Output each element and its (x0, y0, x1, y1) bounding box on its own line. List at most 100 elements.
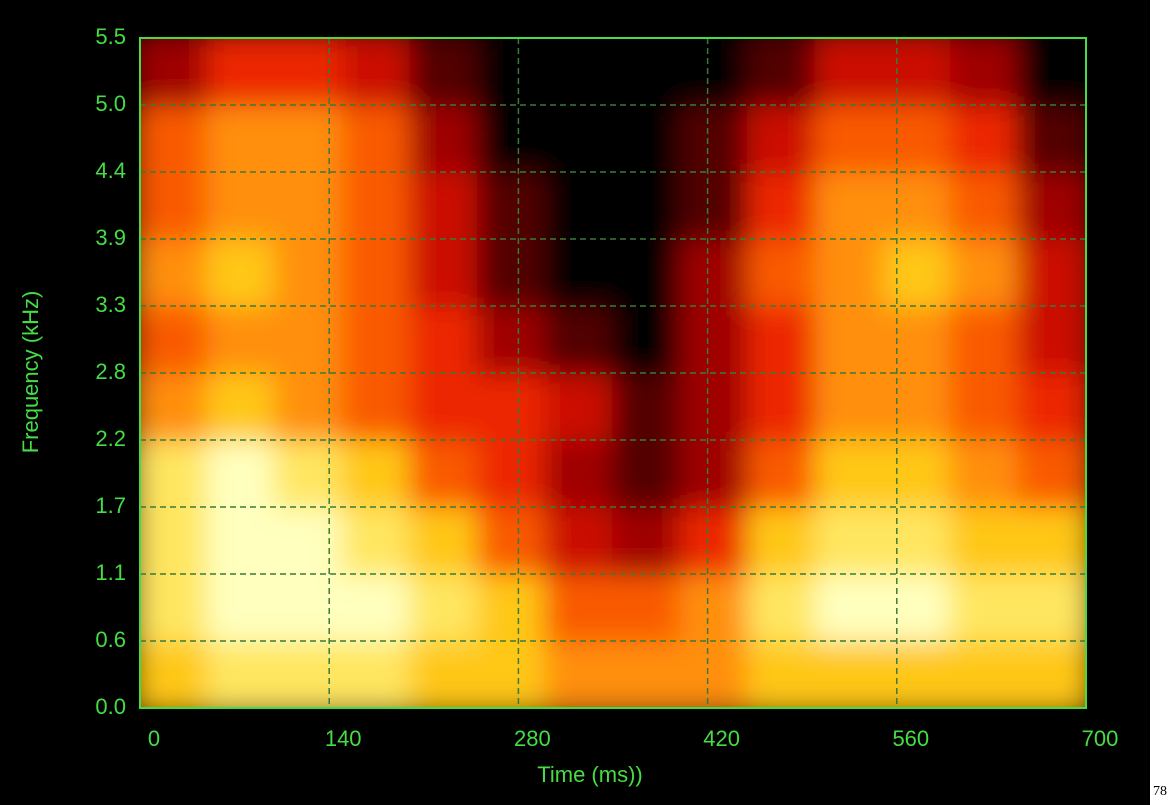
heatmap-cell (949, 305, 1020, 374)
heatmap-cell (274, 439, 344, 508)
heatmap-cell (341, 640, 412, 708)
heatmap-cell (882, 573, 952, 642)
heatmap-cell (747, 439, 817, 508)
heatmap-cell (679, 171, 750, 240)
heatmap-cell (1017, 640, 1086, 708)
heatmap-cell (1017, 104, 1086, 173)
heatmap-cell (747, 573, 817, 642)
heatmap-cell (882, 506, 952, 575)
heatmap-cell (206, 573, 277, 642)
heatmap-cell (1017, 305, 1086, 374)
heatmap-cell (140, 171, 209, 240)
heatmap-cell (679, 573, 750, 642)
heatmap-cell (1017, 171, 1086, 240)
heatmap-cell (140, 640, 209, 708)
x-axis-label: Time (ms)) (537, 762, 643, 787)
heatmap-cell (206, 104, 277, 173)
heatmap-cell (882, 305, 952, 374)
heatmap-cell (206, 506, 277, 575)
heatmap-cell (612, 640, 682, 708)
x-tick-label: 0 (148, 726, 160, 751)
heatmap-cell (882, 104, 952, 173)
heatmap-cell (612, 305, 682, 374)
heatmap-cell (882, 372, 952, 441)
heatmap-cell (274, 238, 344, 307)
heatmap-cell (679, 104, 750, 173)
heatmap-cell (409, 372, 479, 441)
x-tick-label: 700 (1082, 726, 1119, 751)
heatmap-cell (949, 439, 1020, 508)
heatmap-cell (747, 238, 817, 307)
heatmap-cell (476, 640, 547, 708)
heatmap-cell (544, 171, 614, 240)
heatmap-cell (476, 104, 547, 173)
heatmap-cell (274, 171, 344, 240)
heatmap-cell (409, 506, 479, 575)
y-axis-label: Frequency (kHz) (18, 291, 43, 454)
y-tick-label: 0.0 (95, 694, 126, 719)
heatmap-cell (544, 238, 614, 307)
x-tick-label: 140 (325, 726, 362, 751)
heatmap-cell (274, 372, 344, 441)
heatmap-cell (274, 573, 344, 642)
heatmap-cell (341, 573, 412, 642)
heatmap-cell (814, 238, 885, 307)
heatmap-cell (679, 506, 750, 575)
heatmap-cell (544, 372, 614, 441)
heatmap-cell (476, 38, 547, 106)
heatmap-cell (274, 640, 344, 708)
y-tick-label: 5.0 (95, 91, 126, 116)
heatmap-cell (814, 506, 885, 575)
heatmap-cell (409, 38, 479, 106)
heatmap-cell (882, 171, 952, 240)
heatmap-cell (544, 506, 614, 575)
heatmap-cell (814, 439, 885, 508)
heatmap-cell (949, 506, 1020, 575)
heatmap-cell (140, 372, 209, 441)
heatmap-cell (341, 38, 412, 106)
heatmap-cell (206, 439, 277, 508)
heatmap-cell (544, 104, 614, 173)
heatmap-cell (814, 573, 885, 642)
heatmap-cell (206, 171, 277, 240)
heatmap-cell (140, 104, 209, 173)
heatmap-cell (1017, 506, 1086, 575)
x-tick-label: 420 (703, 726, 740, 751)
heatmap-cell (409, 238, 479, 307)
heatmap-cell (612, 238, 682, 307)
heatmap-cell (274, 506, 344, 575)
heatmap-cell (274, 38, 344, 106)
heatmap-cell (476, 238, 547, 307)
heatmap-cell (206, 640, 277, 708)
heatmap-cell (814, 171, 885, 240)
heatmap-cell (1017, 238, 1086, 307)
heatmap-cell (476, 372, 547, 441)
grid: 0.0 0.6 1.1 1.7 2.2 2.8 3.3 3.9 4.4 5.0 5.5 0 140 280… (95, 24, 1118, 751)
heatmap-cell (341, 238, 412, 307)
heatmap-cell (612, 104, 682, 173)
heatmap-cell (1017, 38, 1086, 106)
heatmap-cell (341, 305, 412, 374)
heatmap-cell (409, 104, 479, 173)
heatmap-cell (341, 372, 412, 441)
heatmap-cell (341, 506, 412, 575)
heatmap-cell (949, 104, 1020, 173)
heatmap-cell (1017, 439, 1086, 508)
heatmap-cell (409, 640, 479, 708)
heatmap-cell (882, 238, 952, 307)
heatmap-cell (206, 238, 277, 307)
corner-text: 78 (1153, 784, 1167, 799)
heatmap-cell (544, 640, 614, 708)
x-tick-label: 560 (892, 726, 929, 751)
heatmap-cell (747, 506, 817, 575)
heatmap-cell (747, 171, 817, 240)
heatmap-cell (476, 171, 547, 240)
heatmap-cell (882, 640, 952, 708)
plot-border (139, 37, 1087, 709)
heatmap-cell (409, 439, 479, 508)
heatmap-cell (882, 439, 952, 508)
heatmap-cell (949, 573, 1020, 642)
heatmap-cell (679, 640, 750, 708)
